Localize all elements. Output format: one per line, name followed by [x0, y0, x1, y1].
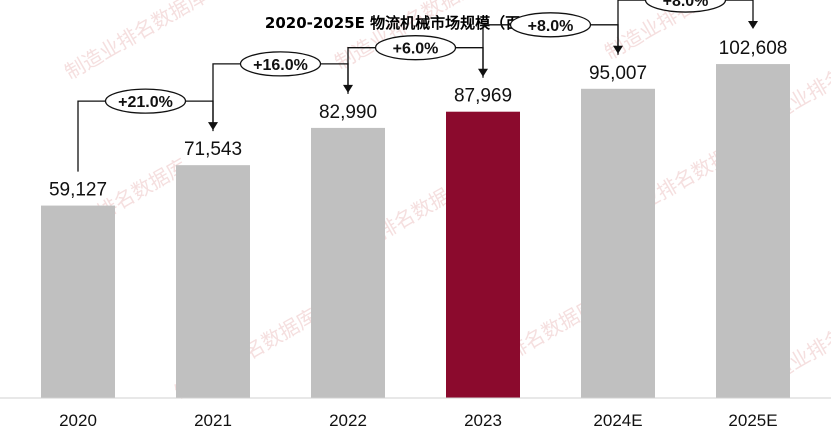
- category-tick-label: 2023: [464, 411, 502, 430]
- category-tick-label: 2025E: [728, 411, 777, 430]
- growth-rate-label: +6.0%: [393, 41, 439, 58]
- bar-2022: [311, 127, 385, 398]
- growth-annotations: +21.0% +16.0% +6.0% +8.0% +8.0%: [77, 0, 758, 172]
- growth-oval: [374, 35, 457, 61]
- value-label: 87,969: [454, 86, 512, 107]
- growth-oval: [509, 12, 592, 38]
- bar-2023: [446, 111, 520, 398]
- growth-rate-label: +21.0%: [118, 94, 173, 111]
- growth-arrowhead: [748, 21, 758, 30]
- value-label: 82,990: [319, 102, 377, 123]
- growth-oval: [239, 51, 322, 77]
- growth-rate-label: +8.0%: [663, 0, 709, 10]
- category-tick-label: 2021: [194, 411, 232, 430]
- growth-oval: [644, 0, 727, 13]
- value-label: 71,543: [184, 139, 242, 160]
- value-label: 59,127: [49, 180, 107, 201]
- watermark-text: 制造业排名数据库: [61, 0, 212, 84]
- bar-2021: [176, 165, 250, 398]
- bar-series: 59,127 2020 71,543 2021 82,990 2022 87,969 2023…: [41, 38, 790, 430]
- growth-rate-label: +8.0%: [528, 18, 574, 35]
- category-tick-label: 2024E: [593, 411, 642, 430]
- bar-2025E: [716, 64, 790, 398]
- bar-2020: [41, 205, 115, 398]
- value-label: 95,007: [589, 63, 647, 84]
- chart-title: 2020-2025E 物流机械市场规模（百万元）: [265, 14, 565, 32]
- growth-oval: [104, 88, 187, 114]
- bar-2024E: [581, 88, 655, 398]
- growth-rate-label: +16.0%: [253, 57, 308, 74]
- category-tick-label: 2022: [329, 411, 367, 430]
- category-tick-label: 2020: [59, 411, 97, 430]
- value-label: 102,608: [719, 38, 788, 59]
